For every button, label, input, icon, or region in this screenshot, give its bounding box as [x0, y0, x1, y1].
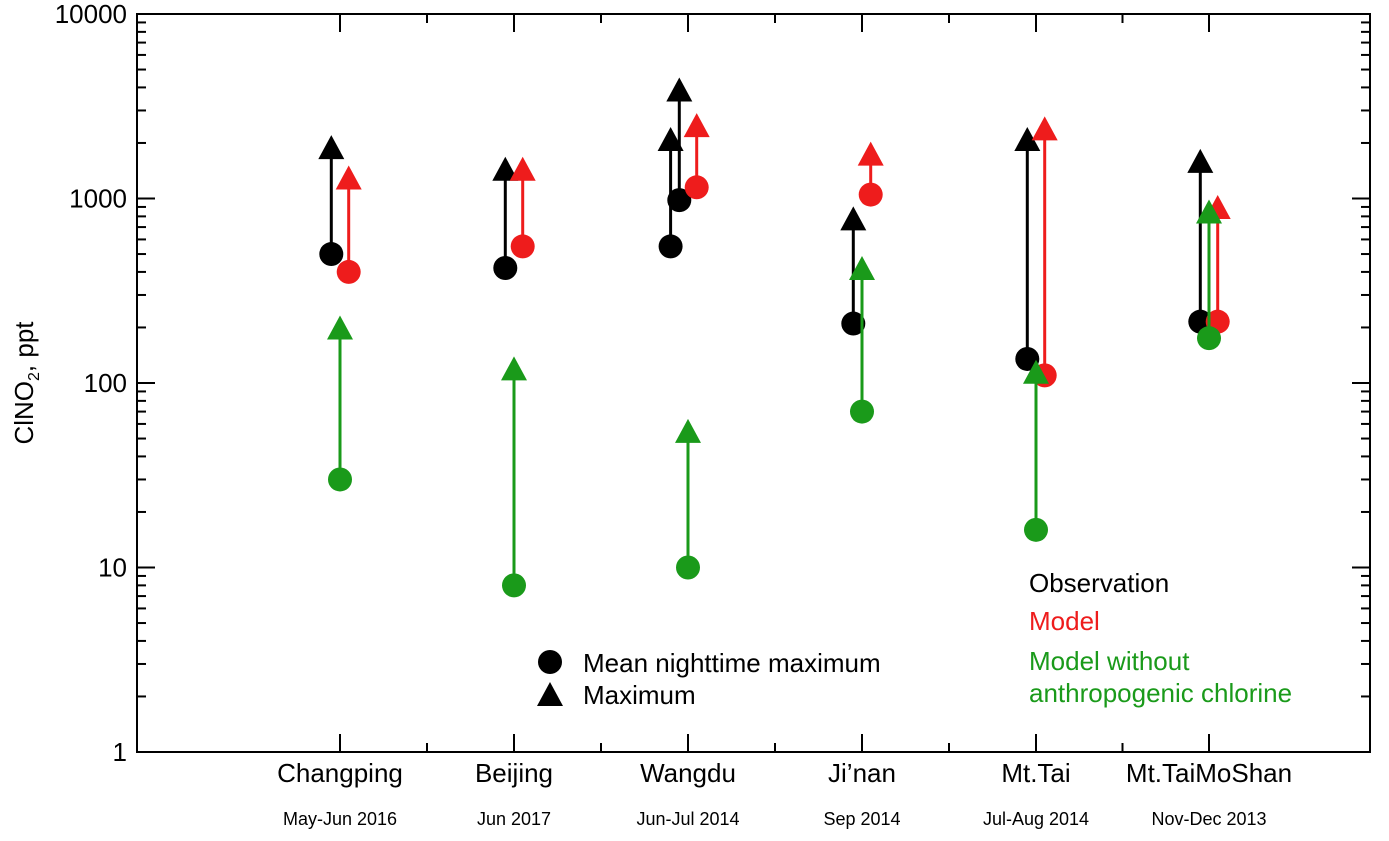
maximum-marker: [492, 156, 519, 181]
axes-layer: [136, 13, 1371, 753]
maximum-marker: [327, 315, 353, 340]
maximum-marker: [1014, 127, 1041, 152]
mean-marker: [676, 555, 700, 580]
maximum-marker: [840, 206, 867, 231]
legend-color-label: Model: [1029, 606, 1100, 636]
maximum-marker: [849, 256, 875, 281]
x-category-label: Wangdu: [640, 758, 736, 788]
mean-marker: [1024, 517, 1048, 542]
x-category-period: Jun-Jul 2014: [636, 809, 739, 829]
mean-marker: [841, 311, 866, 336]
x-category-label: Changping: [277, 758, 403, 788]
maximum-marker: [1187, 148, 1214, 173]
maximum-marker: [509, 156, 536, 181]
y-tick-label: 10: [98, 553, 127, 583]
labels-layer: 1 10 100 1000 10000 Changping May-Jun 2016 Beij…: [9, 0, 1292, 829]
mean-marker: [502, 573, 526, 598]
x-category-period: Nov-Dec 2013: [1151, 809, 1266, 829]
maximum-marker: [1196, 199, 1222, 224]
y-axis-label-subscript: 2: [26, 372, 43, 381]
ticks-layer: [137, 13, 1370, 753]
mean-marker: [336, 259, 361, 284]
maximum-marker: [1031, 116, 1058, 141]
x-category-label: Mt.Tai: [1001, 758, 1070, 788]
mean-marker: [658, 234, 683, 259]
maximum-marker: [683, 113, 710, 138]
legend-circle-icon: [538, 650, 562, 674]
y-axis-label-unit: , ppt: [9, 321, 39, 372]
legend-color-label: Model without: [1029, 646, 1190, 676]
mean-marker: [493, 256, 518, 281]
y-tick-label: 100: [84, 368, 127, 398]
mean-marker: [858, 182, 883, 207]
x-category-label: Ji’nan: [828, 758, 896, 788]
mean-marker: [1197, 326, 1221, 351]
legend-color-label: Observation: [1029, 568, 1169, 598]
maximum-marker: [666, 77, 693, 102]
mean-marker: [850, 399, 874, 424]
legend-maximum-label: Maximum: [583, 680, 696, 710]
mean-marker: [319, 242, 344, 267]
y-tick-label: 1000: [69, 184, 127, 214]
legend-triangle-icon: [537, 682, 563, 706]
mean-marker: [510, 234, 535, 259]
y-tick-label: 10000: [55, 0, 127, 29]
x-category-period: Jun 2017: [477, 809, 551, 829]
x-category-label: Mt.TaiMoShan: [1126, 758, 1292, 788]
mean-marker: [667, 188, 692, 213]
y-tick-label: 1: [113, 737, 127, 767]
y-axis-label-main: ClNO: [9, 381, 39, 445]
maximum-marker: [335, 165, 362, 190]
maximum-marker: [501, 356, 527, 381]
mean-marker: [328, 467, 352, 492]
x-category-period: Sep 2014: [823, 809, 900, 829]
maximum-marker: [1023, 359, 1049, 384]
maximum-marker: [318, 135, 345, 160]
x-category-period: May-Jun 2016: [283, 809, 397, 829]
series-layer: [318, 77, 1231, 598]
mean-marker: [684, 175, 709, 200]
plot-frame: [136, 13, 1371, 753]
legend-color-label: anthropogenic chlorine: [1029, 678, 1292, 708]
maximum-marker: [857, 141, 884, 166]
legend-mean-label: Mean nighttime maximum: [583, 648, 881, 678]
x-category-label: Beijing: [475, 758, 553, 788]
maximum-marker: [657, 127, 684, 152]
y-axis-label: ClNO2, ppt: [9, 321, 43, 445]
x-category-period: Jul-Aug 2014: [983, 809, 1089, 829]
maximum-marker: [675, 418, 701, 443]
